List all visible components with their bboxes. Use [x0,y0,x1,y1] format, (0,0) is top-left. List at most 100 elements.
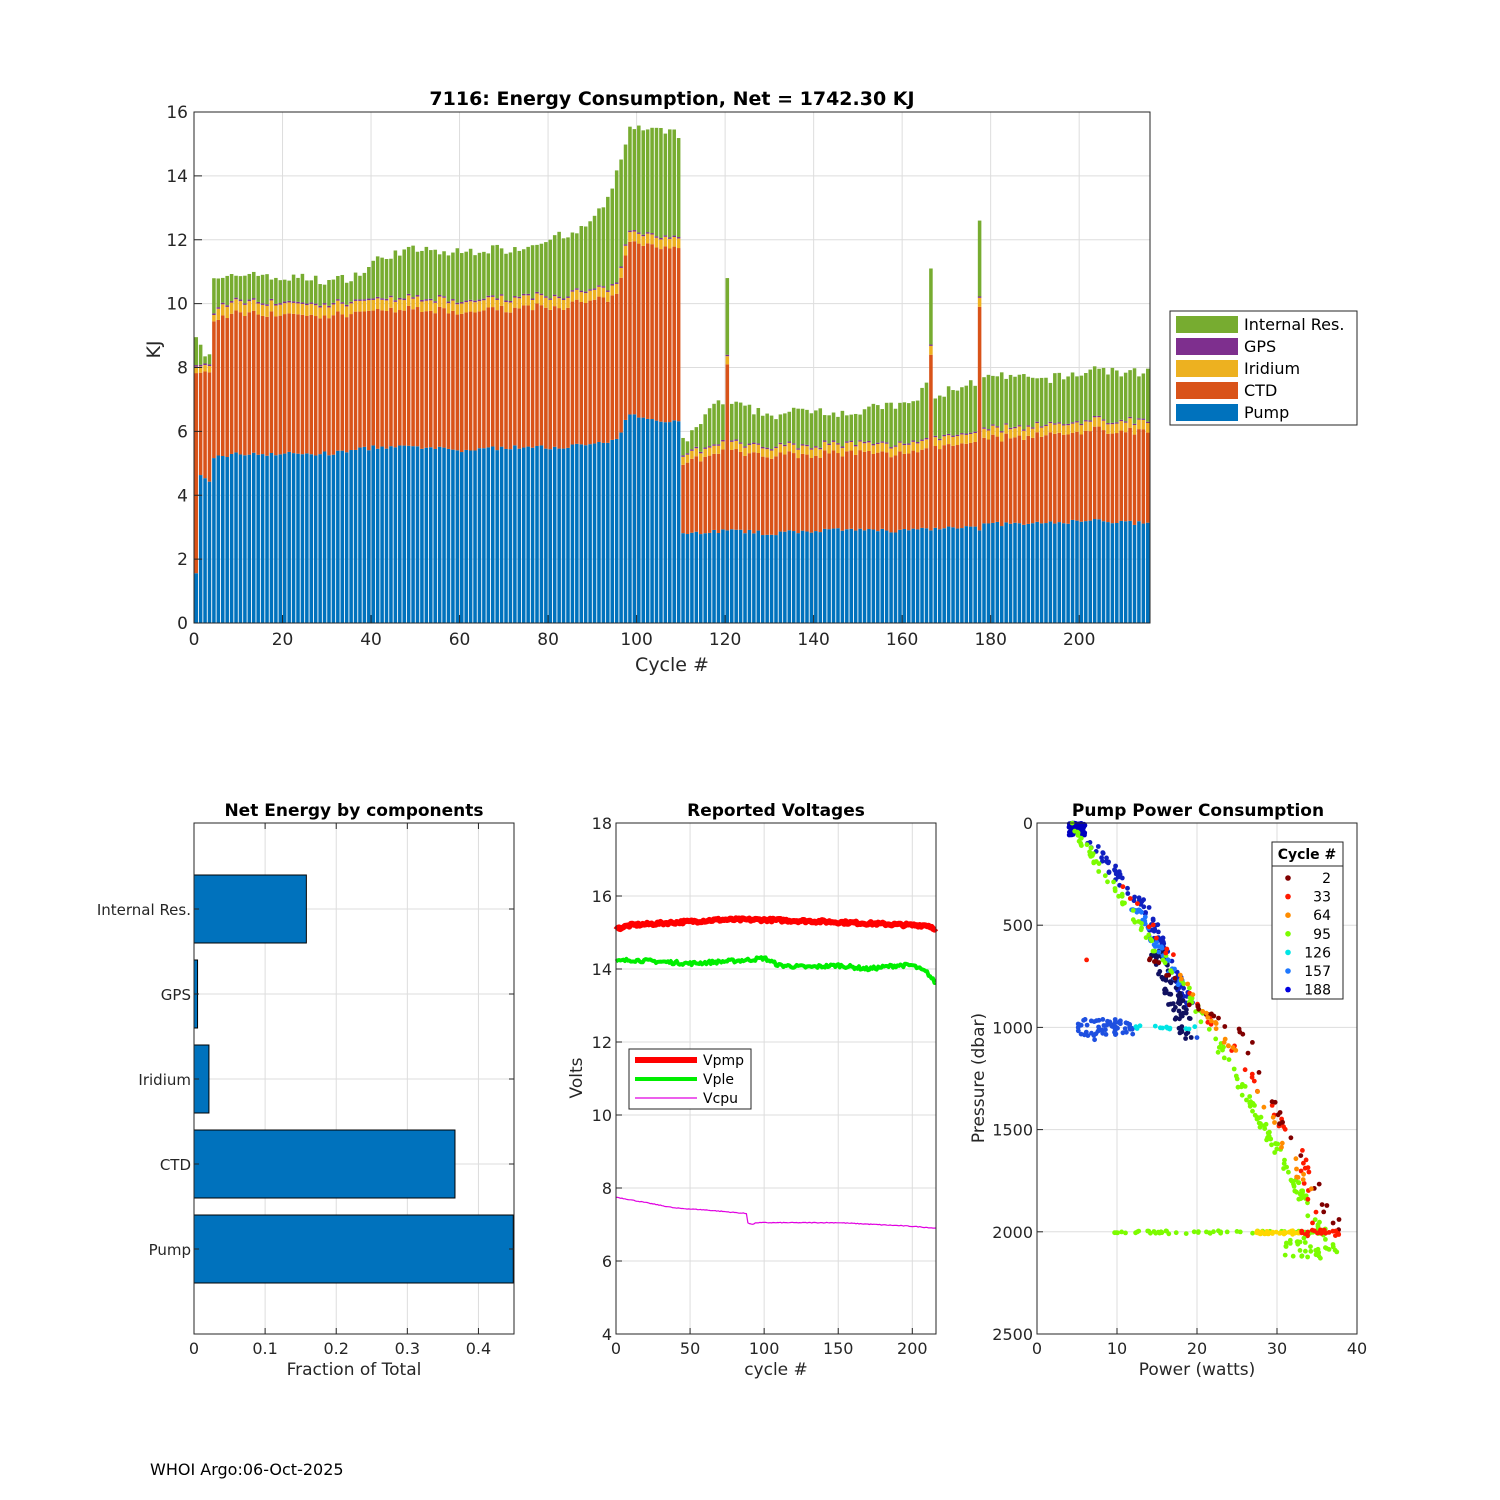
scatter-point [1298,1195,1304,1201]
bar-gps-cycle-40 [371,298,376,300]
bar-gps-cycle-18 [274,303,278,306]
scatter-point [1159,1230,1165,1235]
bar-iridium-cycle-101 [641,236,645,246]
bar-ctd-cycle-80 [548,309,553,450]
bar-gps-cycle-141 [818,447,823,450]
scatter-point [1191,1229,1197,1235]
bar-ctd-cycle-122 [734,449,738,530]
bar-iridium-cycle-197 [1066,425,1070,435]
bar-ctd-cycle-12 [247,312,252,455]
scatter-point [1213,1036,1219,1042]
bar-pump-cycle-125 [747,529,752,623]
bar-internal-cycle-125 [747,404,752,444]
bar-iridium-cycle-86 [575,289,579,300]
scatter-point [1192,1024,1198,1030]
y-tick-label: Iridium [138,1071,191,1089]
scatter-point [1288,1177,1294,1183]
scatter-point [1333,1233,1338,1238]
bar-iridium-cycle-124 [743,447,747,456]
scatter-point [1316,1250,1322,1255]
scatter-point [1105,879,1110,885]
bar-pump-cycle-2 [203,478,207,623]
bar-gps-cycle-69 [499,294,504,296]
scatter-point [1119,891,1125,897]
bar-internal-cycle-205 [1101,367,1106,420]
bar-pump-cycle-10 [238,454,243,623]
scatter-point [1282,1157,1287,1163]
bar-ctd-cycle-43 [384,310,389,449]
bar-iridium-cycle-120 [725,356,730,365]
bar-iridium-cycle-27 [313,305,318,317]
scatter-point [1106,870,1112,875]
bar-pump-cycle-111 [685,534,690,623]
scatter-point [1269,1103,1275,1108]
x-tick-label: 0.4 [466,1339,491,1358]
legend-label: Vpmp [703,1053,744,1069]
bar-internal-cycle-184 [1008,374,1013,428]
bar-pump-cycle-53 [429,447,433,623]
bar-pump-cycle-90 [592,443,597,623]
bar-pump-cycle-131 [774,535,778,623]
bar-internal-cycle-92 [601,207,606,287]
bar-internal-cycle-211 [1128,370,1132,417]
bar-gps-cycle-195 [1057,422,1062,424]
bar-internal-cycle-38 [362,272,367,300]
bar-iridium-cycle-84 [566,297,570,308]
bar-pump-cycle-162 [911,528,915,623]
bar-gps-cycle-43 [384,298,389,301]
bar-gps-cycle-120 [725,354,730,357]
bar-gps-cycle-37 [358,299,362,301]
bar-internal-cycle-68 [495,244,499,299]
bar-ctd-cycle-211 [1128,427,1132,521]
bar-pump-cycle-169 [942,528,946,623]
bar-ctd-cycle-140 [814,455,818,532]
bar-ctd-cycle-51 [420,312,424,449]
bar-ctd-cycle-30 [327,318,331,456]
bar-ctd-cycle-189 [1030,437,1035,524]
bar-gps-cycle-133 [783,444,787,447]
bar-pump-cycle-69 [499,446,504,623]
bar-internal-cycle-65 [482,251,486,299]
scatter-point [1170,1001,1176,1006]
scatter-point [1302,1240,1308,1245]
scatter-point [1120,884,1126,890]
scatter-point [1088,845,1094,851]
scatter-point [1221,1055,1227,1061]
bar-pump-cycle-43 [384,448,389,623]
bar-gps-cycle-75 [526,293,530,296]
bar-internal-cycle-96 [619,159,623,267]
legend-label: 157 [1304,964,1331,980]
x-axis-label: Fraction of Total [287,1360,422,1380]
bar-iridium-cycle-38 [362,300,367,312]
bar-internal-cycle-198 [1070,372,1075,423]
scatter-point [1281,1124,1286,1130]
bar-gps-cycle-126 [752,442,756,444]
bar-gps-cycle-157 [889,447,893,449]
bar-internal-cycle-104 [654,127,659,237]
bar-ctd-cycle-205 [1101,430,1106,522]
legend-label: Pump [1244,403,1289,422]
bar-iridium-cycle-210 [1123,422,1128,433]
bar-gps-cycle-52 [424,299,429,301]
bar-iridium-cycle-11 [243,304,247,316]
bar-ctd-cycle-46 [398,310,402,446]
bar-iridium-cycle-209 [1119,421,1123,431]
scatter-point [1263,1121,1269,1127]
bar-gps-cycle-46 [398,297,402,300]
bar-internal-cycle-171 [951,390,955,436]
bar-ctd-cycle-22 [291,313,296,454]
scatter-point [1122,900,1127,906]
bar-pump-cycle-47 [402,445,406,623]
bar-gps-cycle-179 [986,429,991,431]
bar-iridium-cycle-119 [721,441,725,450]
bar-pump-cycle-12 [247,454,252,623]
bar-iridium-cycle-122 [734,440,738,450]
chart-title: 7116: Energy Consumption, Net = 1742.30 … [429,88,914,110]
bar-iridium-cycle-179 [986,430,991,440]
bar-gps-cycle-29 [322,303,327,305]
bar-gps-cycle-24 [300,302,305,304]
scatter-point [1094,1018,1099,1024]
bar-iridium-cycle-127 [756,444,761,453]
bar-ctd-cycle-55 [437,306,442,447]
bar-pump-cycle-208 [1115,523,1119,623]
